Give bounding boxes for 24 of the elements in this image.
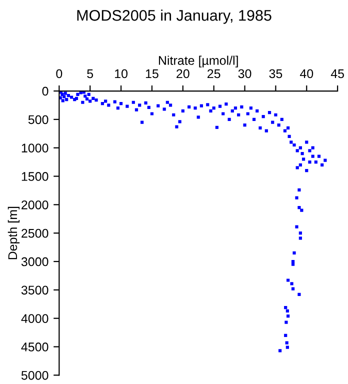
y-tick-label: 500 (28, 115, 48, 124)
x-tick-label: 5 (87, 69, 94, 78)
x-tick-label: 15 (146, 69, 158, 78)
x-tick-label: 20 (176, 69, 190, 78)
y-tick-label: 1000 (22, 144, 48, 152)
x-tick-label: 30 (238, 69, 252, 78)
x-tick-label: 45 (330, 69, 344, 78)
chart-title: MODS2005 in January, 1985 (77, 10, 272, 24)
x-axis-title: Nitrate [µmol/l] (158, 56, 238, 68)
y-tick-label: 4000 (21, 314, 48, 323)
y-tick-label: 4500 (21, 342, 48, 352)
y-tick-label: 0 (42, 86, 48, 96)
y-tick-label: 2500 (22, 228, 48, 238)
x-tick-label: 10 (115, 69, 128, 78)
x-tick-label: 25 (208, 69, 220, 78)
x-tick-label: 40 (300, 69, 314, 78)
x-tick-label: 0 (56, 69, 62, 78)
y-tick-label: 3000 (21, 257, 48, 266)
y-tick-label: 5000 (21, 370, 48, 380)
y-axis-title: Depth [m] (8, 206, 20, 260)
x-tick-label: 35 (269, 69, 282, 78)
y-tick-label: 1500 (22, 172, 48, 181)
y-tick-label: 2000 (22, 200, 48, 210)
y-tick-label: 3500 (21, 286, 48, 295)
